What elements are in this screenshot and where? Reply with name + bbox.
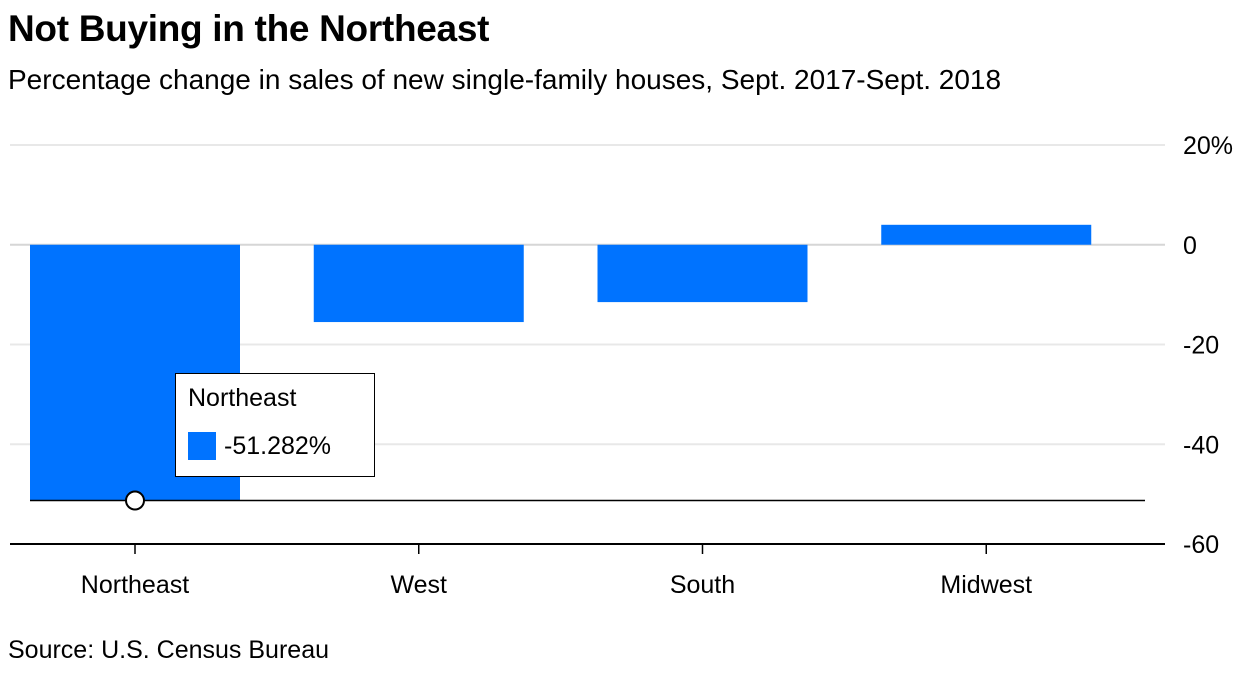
x-tick-label: South	[670, 571, 735, 599]
x-tick-label: West	[391, 571, 448, 599]
tooltip-category: Northeast	[188, 384, 297, 412]
x-tick-label: Northeast	[81, 571, 189, 599]
tooltip-value: -51.282%	[224, 432, 332, 460]
y-tick-label: -40	[1183, 431, 1219, 459]
y-tick-label: -20	[1183, 332, 1219, 360]
bar-midwest	[881, 224, 1092, 245]
source-note: Source: U.S. Census Bureau	[8, 636, 329, 664]
hover-tooltip: Northeast -51.282%	[175, 373, 375, 477]
tooltip-color-swatch	[188, 432, 216, 460]
x-tick-label: Midwest	[940, 571, 1032, 599]
y-tick-label: -60	[1183, 531, 1219, 559]
chart-subtitle: Percentage change in sales of new single…	[8, 64, 1002, 95]
bar-west	[313, 244, 524, 323]
chart-title: Not Buying in the Northeast	[8, 8, 490, 49]
hover-marker	[125, 490, 145, 511]
y-tick-label: 0	[1183, 232, 1197, 260]
bar-south	[597, 244, 808, 303]
y-tick-label: 20%	[1183, 132, 1233, 160]
